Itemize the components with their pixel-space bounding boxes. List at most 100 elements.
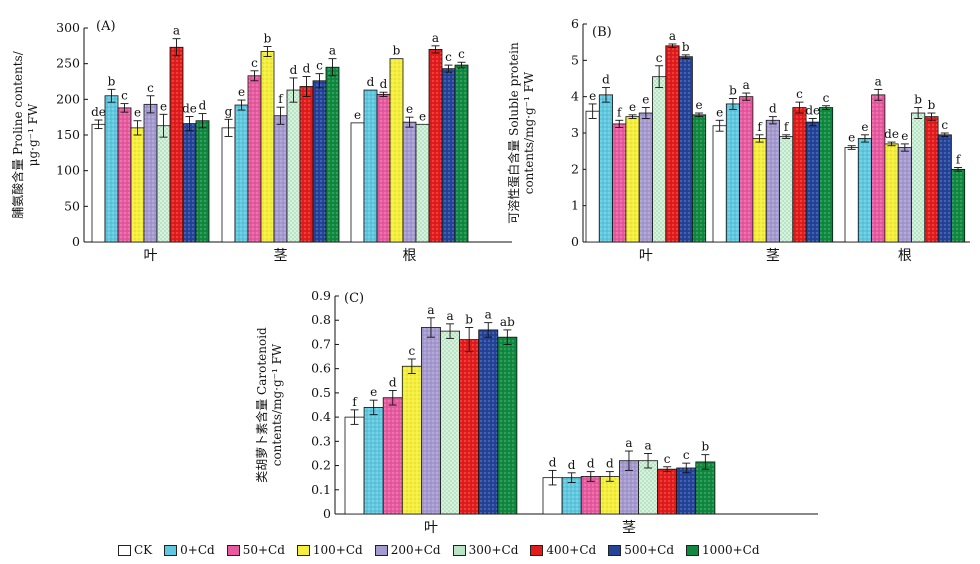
significance-letter: e [629,100,636,114]
significance-letter: f [757,120,763,134]
panel-label: (B) [592,25,612,40]
legend-label: 100+Cd [312,543,363,557]
y-tick-label: 150 [56,127,80,142]
significance-letter: de [884,127,899,141]
bar-texture [364,90,377,242]
x-category-label: 茎 [766,248,780,264]
significance-letter: a [446,309,453,323]
bar-texture [898,148,911,242]
bar-texture [740,97,753,242]
legend-item: 100+Cd [296,543,363,557]
bar-texture [118,108,131,242]
legend-label: 50+Cd [242,543,285,557]
legend-swatch [608,544,622,556]
bar [712,125,727,243]
y-tick-label: 4 [571,89,579,104]
significance-letter: de [805,103,820,117]
x-category-label: 根 [403,248,417,264]
bar-texture [793,108,806,242]
y-tick-label: 5 [571,52,579,67]
significance-letter: c [121,89,128,103]
significance-letter: d [769,102,777,116]
bar-texture [402,366,421,514]
significance-letter: c [656,51,663,65]
bar-texture [157,126,170,242]
bar [91,123,106,243]
legend-swatch [374,544,388,556]
significance-letter: f [784,120,790,134]
x-category-label: 叶 [424,520,438,536]
y-tick-label: 1 [571,198,579,213]
significance-letter: b [702,440,710,454]
significance-letter: a [432,31,439,45]
bar-texture [599,95,613,242]
legend-label: 400+Cd [546,543,597,557]
significance-letter: e [901,129,908,143]
legend-item: 500+Cd [608,543,674,557]
legend-label: CK [134,543,153,557]
significance-letter: c [823,91,830,105]
significance-letter: a [743,78,750,92]
y-tick-label: 6 [571,16,579,31]
significance-letter: e [160,99,167,113]
chart-panel-a: 0 50 100 150 200 250 300 (A) 脯氨酸含量 Proline conte… [10,19,512,264]
significance-letter: e [861,120,868,134]
bar [585,110,600,243]
significance-letter: d [290,63,298,77]
legend-swatch [296,544,310,556]
bar-texture [442,69,455,242]
significance-letter: d [606,457,614,471]
bar-texture [626,117,639,242]
bar-texture [170,47,183,242]
x-category-label: 茎 [274,248,288,264]
significance-letter: e [848,131,855,145]
significance-letter: f [352,395,358,409]
significance-letter: c [683,448,690,462]
significance-letter: c [408,344,415,358]
bar-texture [581,476,600,514]
y-tick-label: 0.6 [311,361,331,376]
bar-texture [364,407,383,514]
significance-letter: de [182,101,197,115]
significance-letter: b [729,83,737,97]
significance-letter: d [199,99,207,113]
panel-label: (C) [344,291,364,306]
bar [350,122,365,243]
bar-texture [666,46,679,242]
y-tick-label: 50 [64,198,80,213]
bar-texture [479,330,498,514]
bar-texture [455,65,468,242]
y-axis-label: μg·g⁻¹ FW [26,103,40,166]
bar [221,127,236,243]
bar-texture [639,461,658,514]
bar-texture [421,327,440,514]
significance-letter: c [445,50,452,64]
y-tick-label: 0.7 [311,336,331,351]
bar-texture [780,137,793,242]
y-axis-label: contents/mg·g⁻¹ FW [270,343,284,466]
bar-texture [872,95,885,242]
bar-texture [753,138,766,242]
bar-texture [806,122,819,242]
legend-swatch [118,544,131,556]
significance-letter: b [108,74,116,88]
bar-texture [460,340,479,514]
significance-letter: e [716,105,723,119]
x-category-label: 根 [898,248,912,264]
bar-texture [390,59,403,242]
legend-label: 500+Cd [624,543,675,557]
y-tick-label: 2 [571,161,579,176]
significance-letter: e [406,102,413,116]
bar-texture [938,135,951,242]
legend-item: 300+Cd [452,543,518,557]
significance-letter: a [669,29,676,43]
significance-letter: d [389,375,397,389]
bar-texture [653,77,666,242]
significance-letter: e [589,89,596,103]
bar-texture [692,115,706,242]
significance-letter: d [549,455,557,469]
y-axis-label: 类胡萝卜素含量 Carotenoid [254,327,269,483]
legend-item: 0+Cd [164,543,215,557]
bar-texture [726,104,740,242]
bar-texture [377,94,390,242]
